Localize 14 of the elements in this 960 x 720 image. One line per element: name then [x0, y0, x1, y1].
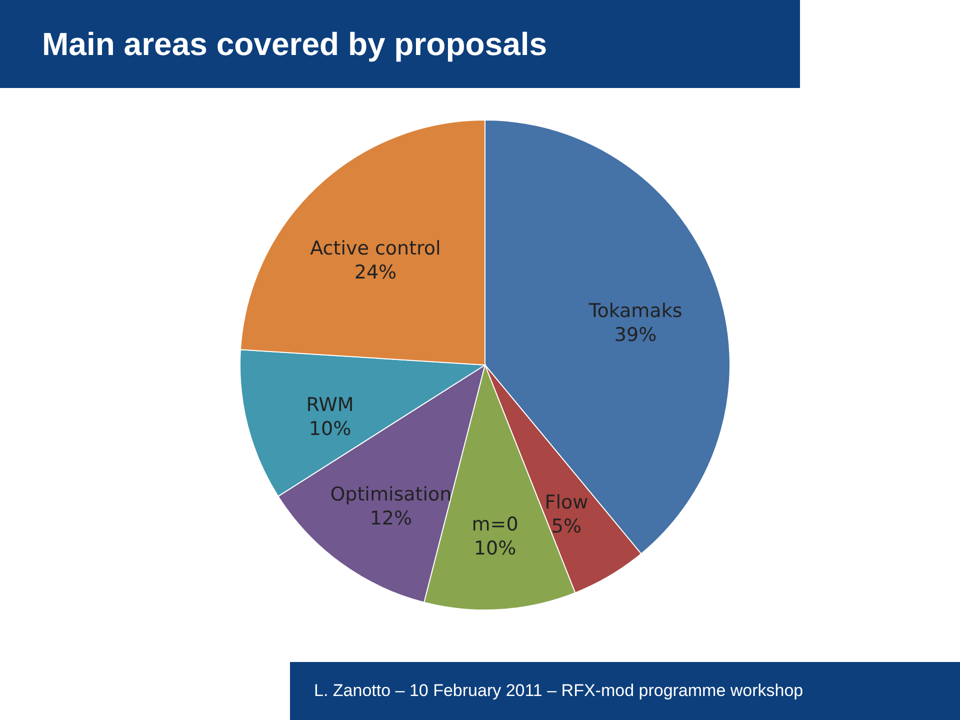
data-label: 24% [354, 261, 397, 284]
slice-label: Flow [544, 492, 588, 514]
data-label: 12% [370, 507, 412, 530]
slice-label: RWM [306, 394, 354, 416]
data-label: 10% [474, 538, 516, 560]
data-label: 10% [308, 418, 352, 440]
data-label: 39% [614, 324, 657, 346]
chart-title: Main areas covered by proposals [0, 0, 800, 88]
data-label: 5% [551, 516, 582, 538]
slice-label: m=0 [472, 514, 518, 536]
slice-label: Optimisation [330, 483, 452, 506]
text: L. Zanotto – 10 February 2011 – RFX-mod programme workshop [290, 662, 960, 720]
slice-label: Tokamaks [588, 300, 682, 322]
slice-label: Active control [310, 237, 441, 260]
